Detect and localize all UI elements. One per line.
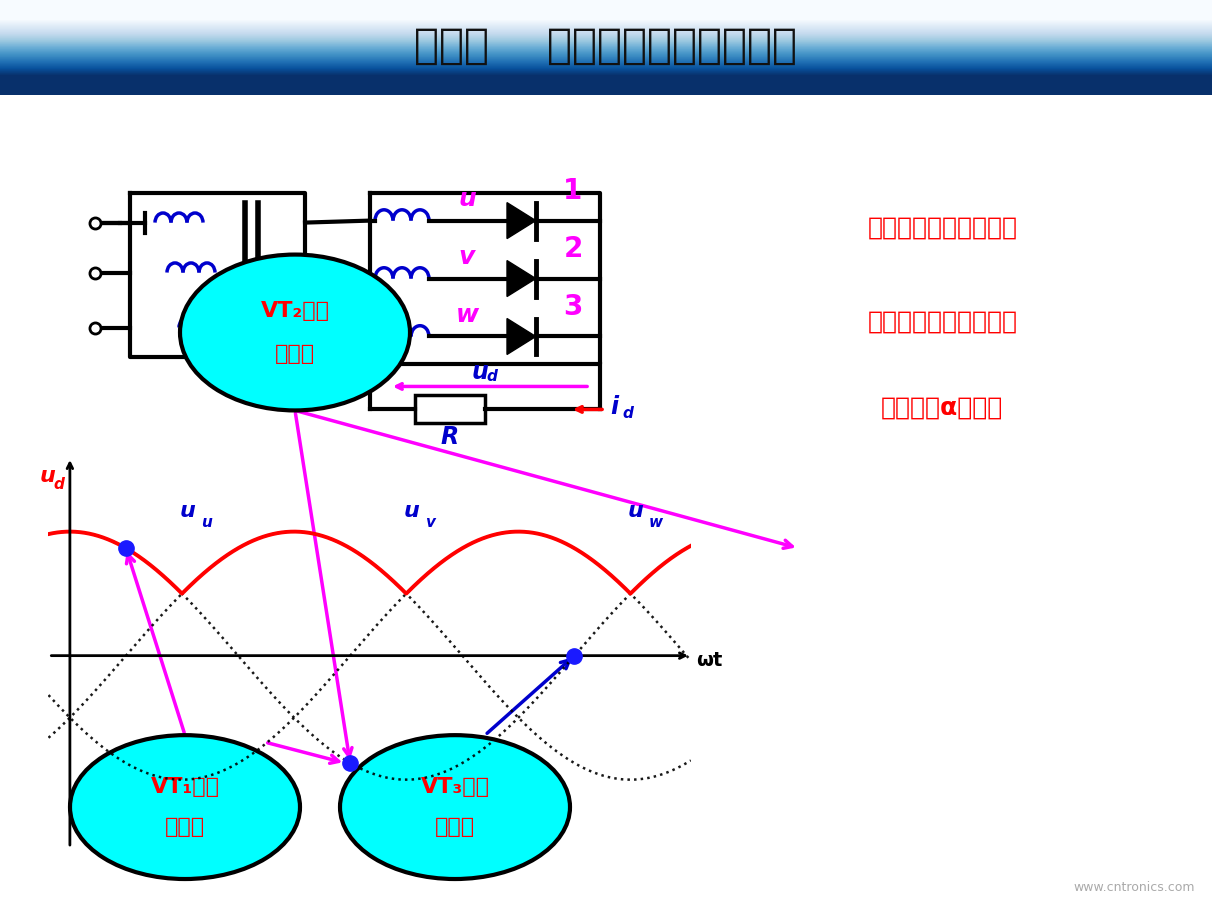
Ellipse shape — [341, 735, 570, 879]
Text: 3: 3 — [564, 292, 583, 320]
Text: u: u — [471, 361, 488, 384]
Ellipse shape — [181, 254, 410, 410]
Polygon shape — [507, 318, 536, 354]
Text: www.cntronics.com: www.cntronics.com — [1074, 881, 1195, 894]
Text: ωt: ωt — [696, 650, 722, 669]
Text: w: w — [650, 515, 663, 529]
Text: u: u — [628, 501, 644, 520]
Text: 角起点: 角起点 — [435, 817, 475, 837]
Text: 角起点: 角起点 — [165, 817, 205, 837]
Text: i: i — [610, 395, 618, 419]
Text: VT₁控制: VT₁控制 — [150, 778, 219, 797]
Text: w: w — [456, 302, 479, 327]
Text: u: u — [201, 515, 211, 529]
Text: v: v — [425, 515, 435, 529]
Text: 2: 2 — [564, 235, 583, 262]
Bar — [415, 395, 485, 423]
Text: 换相点就是可控整流电: 换相点就是可控整流电 — [868, 309, 1017, 333]
Ellipse shape — [70, 735, 301, 879]
Text: VT₃控制: VT₃控制 — [421, 778, 490, 797]
Text: u: u — [40, 465, 56, 486]
Text: d: d — [53, 477, 64, 492]
Text: 路控制角α的起点: 路控制角α的起点 — [881, 396, 1004, 419]
Text: d: d — [486, 369, 497, 384]
Polygon shape — [507, 203, 536, 239]
Text: 角起点: 角起点 — [275, 344, 315, 364]
Text: VT₂控制: VT₂控制 — [261, 301, 330, 321]
Text: 1: 1 — [564, 177, 583, 205]
Text: v: v — [459, 244, 475, 269]
Text: d: d — [622, 406, 633, 421]
Text: u: u — [179, 501, 195, 520]
Text: u: u — [404, 501, 419, 520]
Text: 不可控整流电路的自然: 不可控整流电路的自然 — [868, 216, 1017, 239]
Polygon shape — [507, 261, 536, 297]
Text: 第一节    三相半波可控整流电路: 第一节 三相半波可控整流电路 — [415, 24, 797, 67]
Text: u: u — [458, 187, 476, 211]
Text: R: R — [441, 426, 459, 449]
